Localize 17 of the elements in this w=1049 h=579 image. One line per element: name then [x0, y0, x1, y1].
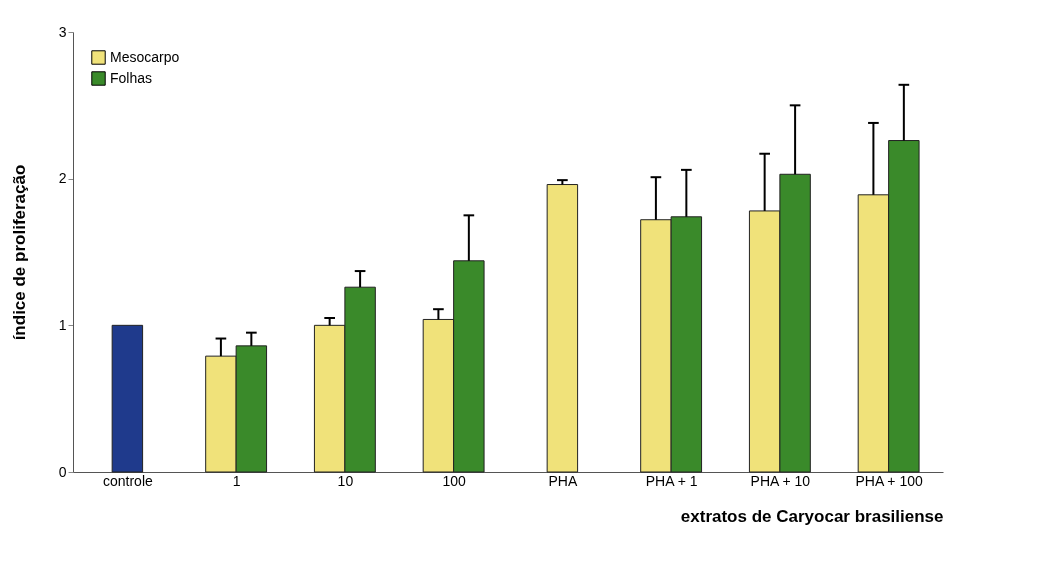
x-tick-label: 1: [232, 472, 241, 489]
x-tick-label: 100: [442, 472, 467, 489]
y-tick-label: 1: [58, 316, 67, 333]
y-tick-label: 2: [58, 170, 67, 187]
legend-label: Folhas: [110, 69, 153, 86]
x-tick-label: PHA: [548, 472, 578, 489]
y-tick-label: 0: [58, 463, 67, 480]
y-axis-title: índice de proliferação: [9, 164, 29, 341]
x-tick-label: PHA + 100: [855, 472, 923, 489]
x-tick-label: PHA + 1: [645, 472, 698, 489]
x-tick-label: controle: [102, 472, 153, 489]
legend-label: Mesocarpo: [110, 48, 180, 65]
x-tick-label: 10: [337, 472, 354, 489]
x-axis-title: extratos de Caryocar brasiliense: [680, 506, 944, 526]
x-tick-label: PHA + 10: [750, 472, 811, 489]
y-tick-label: 3: [58, 23, 67, 40]
bar: [111, 324, 144, 473]
